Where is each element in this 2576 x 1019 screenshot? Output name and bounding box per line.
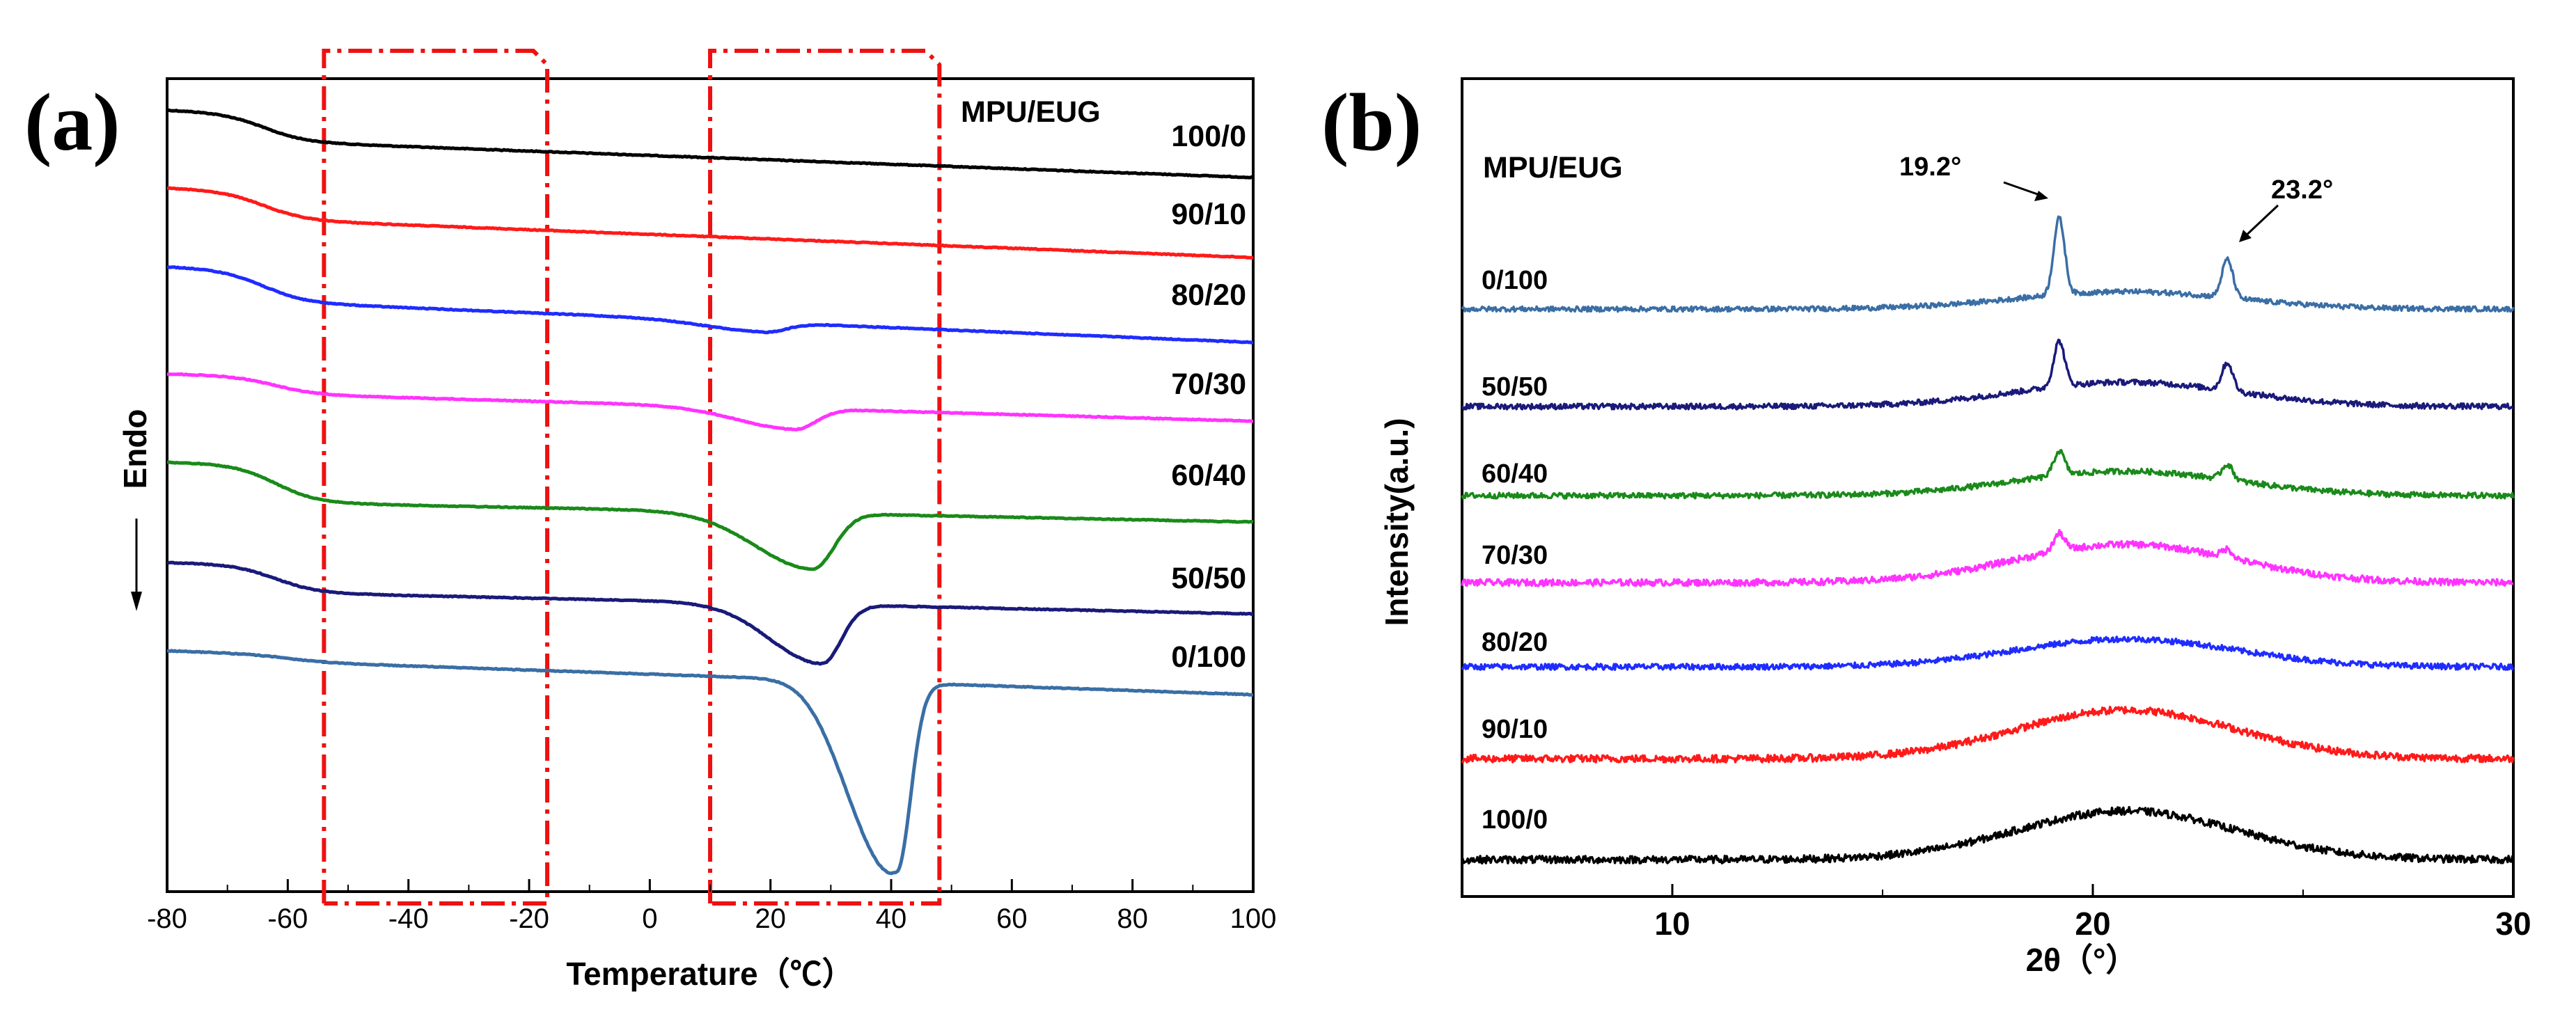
dsc-curve-0-100 xyxy=(166,649,1254,876)
dsc-label-50-50: 50/50 xyxy=(1171,562,1246,595)
dsc-label-100-0: 100/0 xyxy=(1171,120,1246,153)
x-tick-label-b: 20 xyxy=(2075,906,2110,942)
panel-a: (a) 100/090/1080/2070/3060/4050/500/100 … xyxy=(24,49,1276,992)
xrd-series-labels: 0/100 50/50 60/40 70/30 80/20 90/10 100/0 xyxy=(1482,266,1548,835)
legend-title-a: MPU/EUG xyxy=(961,95,1101,129)
xrd-curve-0-100 xyxy=(1461,215,2515,313)
xrd-curve-90-10 xyxy=(1461,705,2515,764)
xrd-curve-100-0 xyxy=(1461,805,2515,865)
x-axis-title-b: 2θ（°） xyxy=(2026,942,2138,978)
dsc-label-0-100: 0/100 xyxy=(1171,640,1246,674)
peak-arrow-23 xyxy=(2242,204,2279,239)
x-tick-label-a: 60 xyxy=(996,903,1028,934)
x-tick-label-a: 20 xyxy=(755,903,786,934)
peak-label-19: 19.2° xyxy=(1899,152,1961,182)
panel-a-label: (a) xyxy=(24,77,120,168)
xrd-curves xyxy=(1461,215,2515,865)
x-tick-label-a: -80 xyxy=(147,903,187,934)
y-axis-title-b: Intensity(a.u.) xyxy=(1379,418,1415,626)
highlight-box xyxy=(708,49,942,906)
x-axis-title-a: Temperature（℃） xyxy=(566,956,854,992)
x-axis-ticks-b: 10 20 30 xyxy=(1654,884,2531,942)
x-tick-label-a: 100 xyxy=(1230,903,1277,934)
x-axis-ticks-a: -80 -60 -40 -20 0 20 40 60 80 100 xyxy=(147,879,1276,934)
dsc-curve-50-50 xyxy=(166,560,1254,666)
x-tick-label-b: 10 xyxy=(1654,906,1690,942)
xrd-label-0-100: 0/100 xyxy=(1482,266,1548,295)
legend-title-b: MPU/EUG xyxy=(1483,151,1623,184)
x-tick-label-b: 30 xyxy=(2495,906,2531,942)
dsc-curve-60-40 xyxy=(166,460,1254,571)
xrd-label-80-20: 80/20 xyxy=(1482,628,1548,657)
endo-arrow xyxy=(131,519,142,611)
dsc-label-80-20: 80/20 xyxy=(1171,278,1246,312)
xrd-label-60-40: 60/40 xyxy=(1482,459,1548,489)
peak-arrow-19 xyxy=(2003,181,2044,198)
xrd-label-50-50: 50/50 xyxy=(1482,372,1548,402)
x-tick-label-a: 0 xyxy=(642,903,657,934)
x-tick-label-a: 40 xyxy=(876,903,907,934)
dsc-label-60-40: 60/40 xyxy=(1171,459,1246,492)
dsc-label-90-10: 90/10 xyxy=(1171,198,1246,231)
y-axis-title-a: Endo xyxy=(117,409,153,489)
dsc-label-70-30: 70/30 xyxy=(1171,368,1246,401)
plot-frame-b xyxy=(1461,77,2515,898)
highlight-box xyxy=(322,49,549,906)
xrd-curve-80-20 xyxy=(1461,635,2515,671)
panel-b: (b) 0/10050/5060/4070/3080/2090/10100/0 … xyxy=(1321,77,2531,978)
panel-b-label: (b) xyxy=(1321,77,1422,168)
dsc-curves xyxy=(166,108,1254,876)
x-tick-label-a: -60 xyxy=(267,903,308,934)
xrd-label-100-0: 100/0 xyxy=(1482,805,1548,835)
dsc-curve-70-30 xyxy=(166,372,1254,432)
dsc-series-labels: 100/0 90/10 80/20 70/30 60/40 50/50 0/100 xyxy=(1171,120,1246,674)
peak-label-23: 23.2° xyxy=(2271,175,2333,205)
dsc-curve-80-20 xyxy=(166,265,1254,345)
xrd-curve-60-40 xyxy=(1461,449,2515,500)
xrd-label-90-10: 90/10 xyxy=(1482,715,1548,744)
x-tick-label-a: -20 xyxy=(509,903,549,934)
x-tick-label-a: 80 xyxy=(1117,903,1148,934)
peak-annotations: 19.2° 23.2° xyxy=(1899,152,2333,242)
dsc-curve-90-10 xyxy=(166,186,1254,260)
x-tick-label-a: -40 xyxy=(388,903,429,934)
xrd-curve-50-50 xyxy=(1461,338,2514,411)
xrd-curve-70-30 xyxy=(1461,528,2514,587)
xrd-label-70-30: 70/30 xyxy=(1482,541,1548,570)
highlight-boxes xyxy=(322,49,942,906)
dsc-curve-100-0 xyxy=(166,108,1254,180)
